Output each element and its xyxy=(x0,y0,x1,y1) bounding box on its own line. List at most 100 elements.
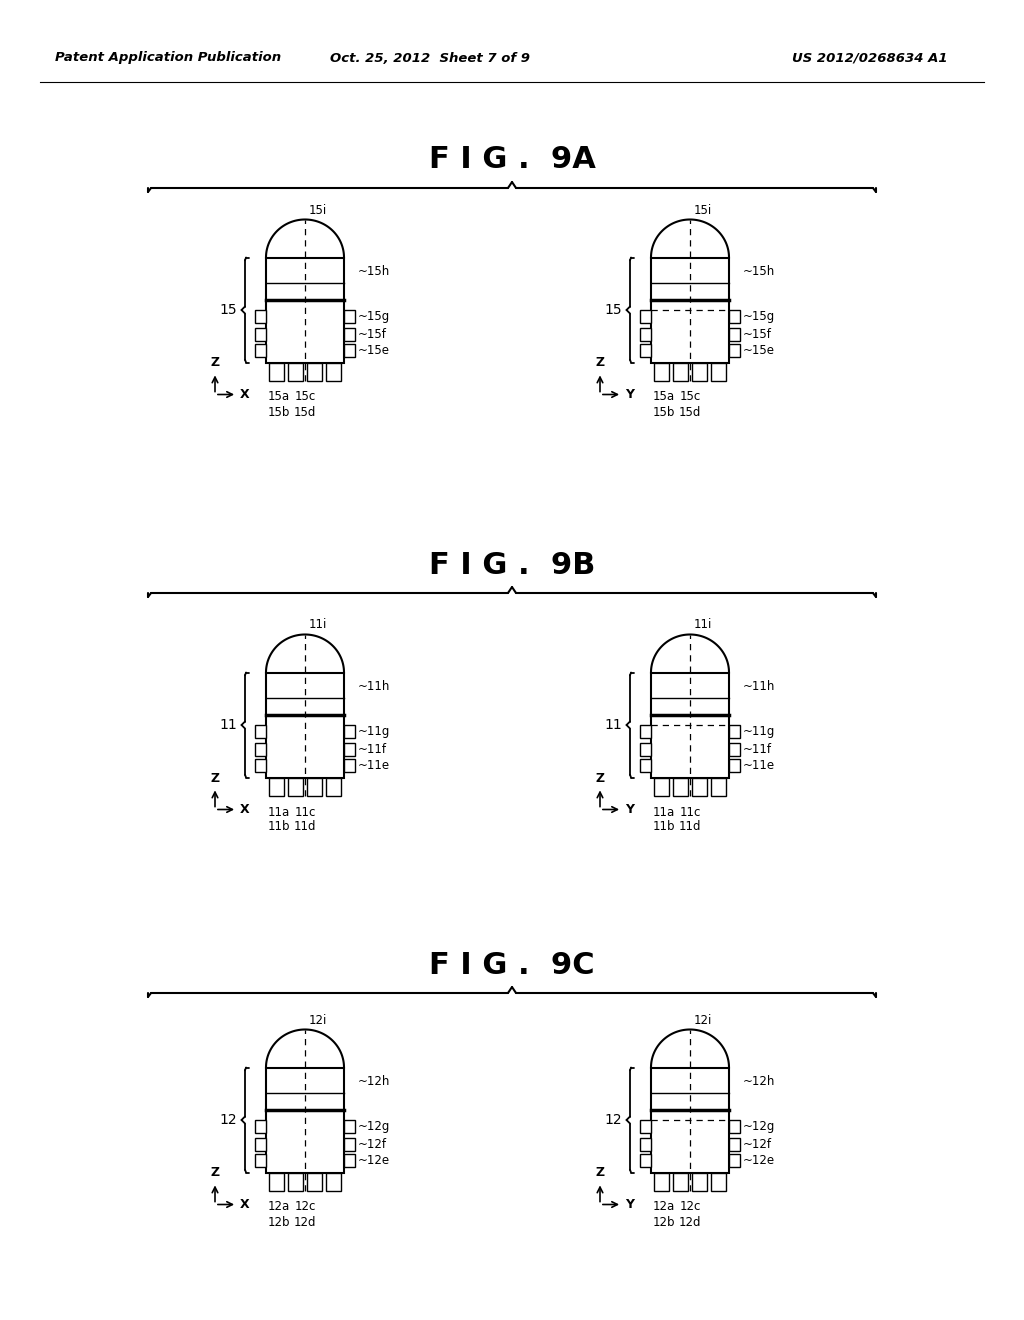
Text: ~12h: ~12h xyxy=(358,1074,390,1088)
Bar xyxy=(269,777,284,796)
Bar xyxy=(711,363,726,380)
Text: 11d: 11d xyxy=(294,821,316,833)
Text: Z: Z xyxy=(595,356,604,370)
Bar xyxy=(344,759,355,772)
Text: 15a: 15a xyxy=(267,391,290,404)
Text: X: X xyxy=(240,388,250,401)
Bar xyxy=(654,363,669,380)
Bar xyxy=(269,363,284,380)
Text: ~11h: ~11h xyxy=(358,680,390,693)
Bar xyxy=(692,777,707,796)
Text: ~15g: ~15g xyxy=(743,310,775,323)
Bar xyxy=(654,777,669,796)
Text: 12a: 12a xyxy=(267,1200,290,1213)
Bar xyxy=(255,743,266,755)
Text: ~11h: ~11h xyxy=(743,680,775,693)
Text: 15i: 15i xyxy=(309,203,328,216)
Text: Oct. 25, 2012  Sheet 7 of 9: Oct. 25, 2012 Sheet 7 of 9 xyxy=(330,51,530,65)
Text: 11i: 11i xyxy=(694,619,713,631)
Bar xyxy=(288,777,303,796)
Bar xyxy=(729,310,740,323)
Bar xyxy=(344,1119,355,1133)
Text: 11b: 11b xyxy=(652,821,675,833)
Bar xyxy=(711,1172,726,1191)
Bar xyxy=(307,363,322,380)
Bar xyxy=(344,743,355,755)
Text: F I G .  9A: F I G . 9A xyxy=(429,145,595,174)
Text: ~15h: ~15h xyxy=(743,264,775,277)
Bar xyxy=(729,725,740,738)
Text: F I G .  9B: F I G . 9B xyxy=(429,550,595,579)
Bar xyxy=(640,310,651,323)
Text: 15c: 15c xyxy=(294,391,315,404)
Text: 15: 15 xyxy=(219,304,237,317)
Text: 15d: 15d xyxy=(294,405,316,418)
Bar xyxy=(729,327,740,341)
Text: 15: 15 xyxy=(604,304,622,317)
Text: 11a: 11a xyxy=(267,805,290,818)
Bar xyxy=(269,1172,284,1191)
Text: Y: Y xyxy=(625,388,634,401)
Text: 12c: 12c xyxy=(679,1200,700,1213)
Text: Z: Z xyxy=(595,1167,604,1180)
Bar xyxy=(692,1172,707,1191)
Text: Z: Z xyxy=(595,771,604,784)
Bar xyxy=(673,363,688,380)
Bar xyxy=(326,777,341,796)
Bar xyxy=(640,1119,651,1133)
Text: 11b: 11b xyxy=(267,821,290,833)
Bar xyxy=(344,1155,355,1167)
Text: 12i: 12i xyxy=(694,1014,713,1027)
Bar xyxy=(255,1119,266,1133)
Text: 12b: 12b xyxy=(267,1216,290,1229)
Text: 11: 11 xyxy=(219,718,237,733)
Bar xyxy=(344,345,355,358)
Text: ~15e: ~15e xyxy=(358,345,390,358)
Text: Y: Y xyxy=(625,1199,634,1210)
Bar xyxy=(729,1155,740,1167)
Bar xyxy=(255,327,266,341)
Text: US 2012/0268634 A1: US 2012/0268634 A1 xyxy=(793,51,948,65)
Text: 15d: 15d xyxy=(679,405,701,418)
Text: 15c: 15c xyxy=(679,391,700,404)
Bar xyxy=(266,1068,344,1172)
Text: ~15g: ~15g xyxy=(358,310,390,323)
Text: 11: 11 xyxy=(604,718,622,733)
Text: ~11f: ~11f xyxy=(358,743,387,755)
Bar xyxy=(640,1155,651,1167)
Bar xyxy=(326,363,341,380)
Text: ~11g: ~11g xyxy=(743,725,775,738)
Bar xyxy=(651,672,729,777)
Bar xyxy=(654,1172,669,1191)
Bar xyxy=(729,759,740,772)
Bar xyxy=(255,1155,266,1167)
Bar xyxy=(255,759,266,772)
Bar xyxy=(651,1068,729,1172)
Text: ~12g: ~12g xyxy=(743,1119,775,1133)
Bar xyxy=(729,345,740,358)
Text: ~15f: ~15f xyxy=(358,327,387,341)
Bar xyxy=(729,743,740,755)
Bar xyxy=(673,777,688,796)
Bar xyxy=(326,1172,341,1191)
Text: ~15e: ~15e xyxy=(743,345,775,358)
Bar xyxy=(692,363,707,380)
Bar xyxy=(255,310,266,323)
Bar xyxy=(729,1119,740,1133)
Text: 12c: 12c xyxy=(294,1200,315,1213)
Text: 11i: 11i xyxy=(309,619,328,631)
Text: 12a: 12a xyxy=(652,1200,675,1213)
Text: Patent Application Publication: Patent Application Publication xyxy=(55,51,282,65)
Text: 15b: 15b xyxy=(267,405,290,418)
Bar xyxy=(640,1138,651,1151)
Text: 12: 12 xyxy=(604,1113,622,1127)
Text: X: X xyxy=(240,1199,250,1210)
Text: Z: Z xyxy=(211,356,219,370)
Text: 11a: 11a xyxy=(652,805,675,818)
Text: ~12e: ~12e xyxy=(743,1155,775,1167)
Text: 15b: 15b xyxy=(652,405,675,418)
Text: ~11f: ~11f xyxy=(743,743,772,755)
Text: 12i: 12i xyxy=(309,1014,328,1027)
Text: 11d: 11d xyxy=(679,821,701,833)
Text: ~11e: ~11e xyxy=(358,759,390,772)
